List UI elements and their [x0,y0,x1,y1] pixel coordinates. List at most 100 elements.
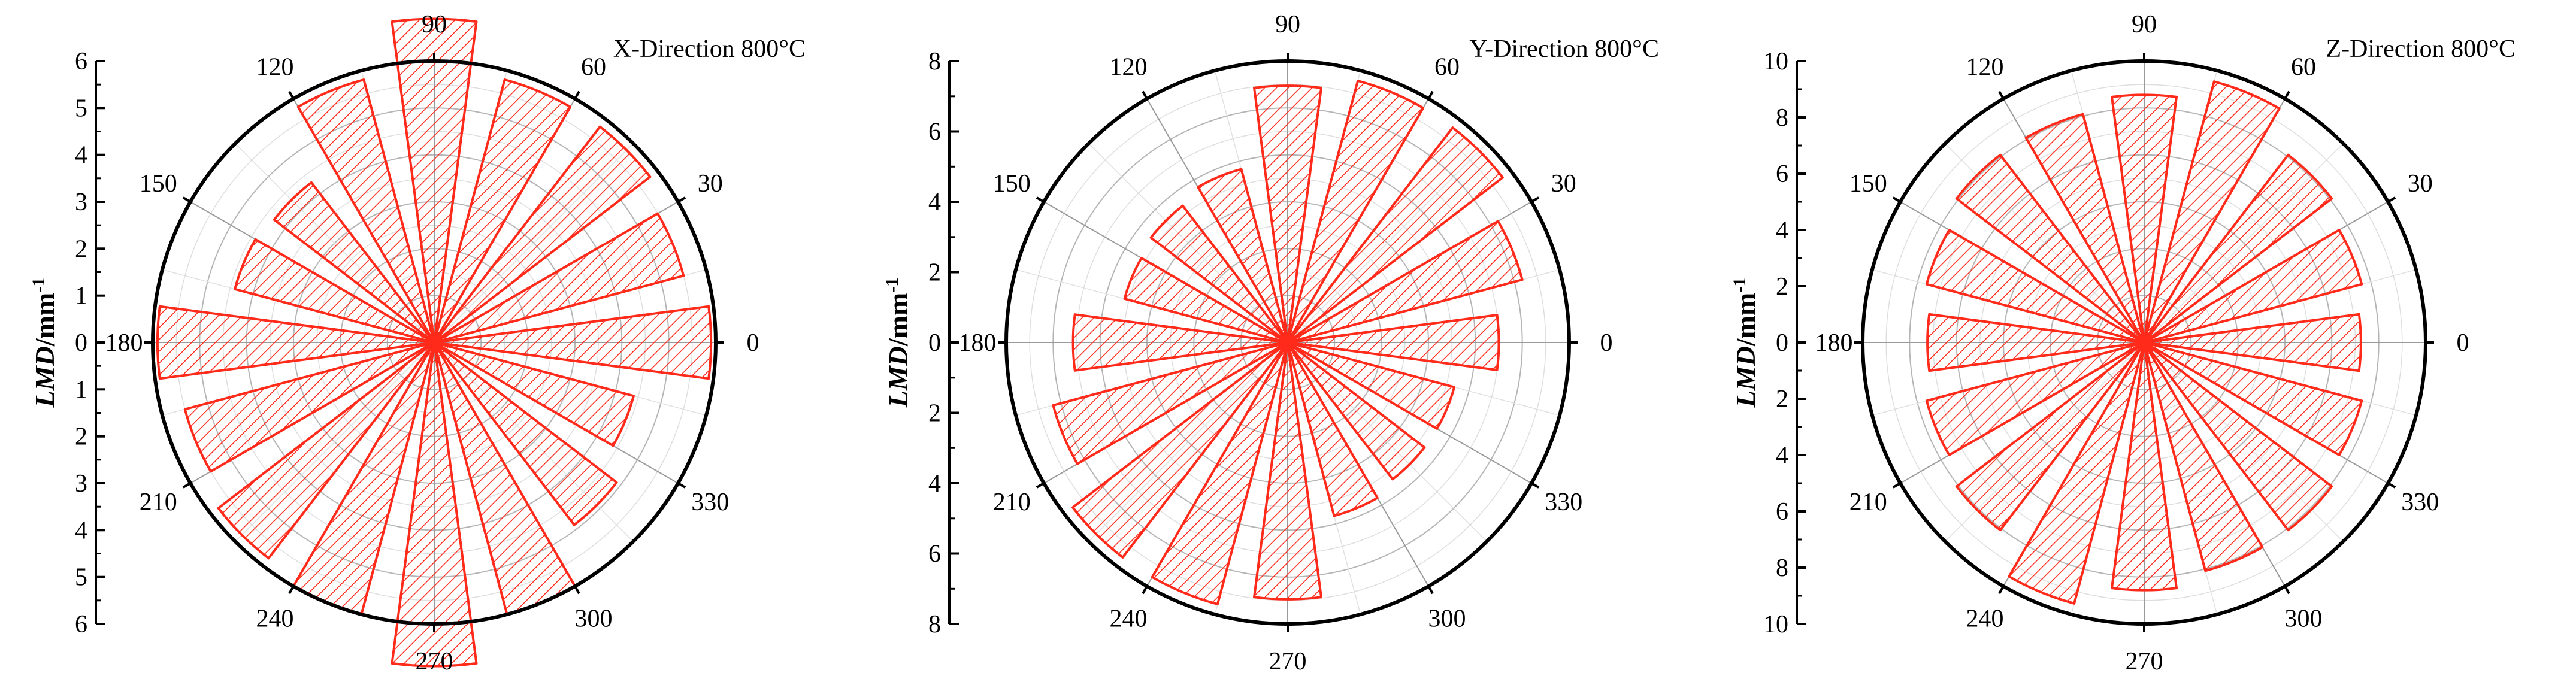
radial-tick-label: 2 [928,259,941,287]
radial-tick-label: 6 [928,541,941,568]
angle-labels: 0 30 60 90 120 150 180 210 240 270 300 330 [1815,11,2469,675]
angle-tick [574,90,580,99]
angle-label-60: 60 [1434,53,1460,81]
angle-label-0: 0 [747,329,759,357]
petal-247.5 [1151,341,1289,605]
radial-tick-label: 0 [1776,329,1788,357]
radial-tick-label: 0 [928,329,941,357]
radial-tick-label: 6 [75,611,87,638]
petal-90 [1253,84,1322,344]
petal-157.5 [1123,257,1289,344]
petal-180 [1926,313,2145,372]
angle-tick [2387,196,2396,203]
angle-label-300: 300 [2285,605,2323,633]
radial-axis: 0 2 4 6 8 2 4 6 8 [928,48,959,638]
petal-225 [1955,341,2145,532]
petal-202.5 [183,341,435,473]
petal-225 [1071,341,1289,559]
radial-tick-label: 4 [75,517,87,544]
angle-label-210: 210 [993,489,1031,516]
petal-22.5 [2143,229,2363,344]
y-axis-label-superscript: -1 [29,278,49,293]
petals [1052,80,1524,605]
petal-67.5 [2143,80,2281,344]
angle-label-270: 270 [2126,648,2163,675]
radial-tick-label: 5 [75,564,87,592]
petal-180 [1071,313,1289,372]
angle-tick [182,482,191,489]
angle-tick [2387,482,2396,489]
angle-tick [1142,586,1148,595]
angle-tick [677,196,686,203]
radial-tick-label: 4 [1776,442,1788,469]
angle-tick [1427,90,1434,99]
radial-tick-label: 8 [1776,104,1788,132]
angle-tick [1036,482,1045,489]
radial-tick-label: 8 [928,48,941,75]
panel-title: Y-Direction 800°C [1469,35,1659,63]
angle-label-180: 180 [1815,329,1853,357]
angle-label-0: 0 [2457,329,2469,357]
petal-292.5 [1287,341,1379,517]
angle-label-300: 300 [1428,605,1466,633]
radial-tick-label: 6 [1776,498,1788,526]
angle-tick [1531,482,1540,489]
angle-label-30: 30 [2408,170,2433,198]
angle-tick [1998,90,2005,99]
radial-tick-label: 2 [1776,273,1788,301]
polar-panel-3: 0 30 60 90 120 150 180 210 240 270 300 330 0 2 4 6 8 10 2 4… [1730,11,2516,675]
petal-45 [1287,126,1504,344]
angle-tick [288,90,295,99]
angle-label-150: 150 [993,170,1031,198]
petal-112.5 [296,78,435,344]
angle-tick [574,586,580,595]
angle-tick [1892,196,1901,203]
radial-tick-label: 3 [75,189,87,216]
angle-label-240: 240 [256,605,294,633]
petal-157.5 [1925,229,2145,344]
y-axis-label-quantity: LMD [1730,346,1761,408]
y-axis-label: LMD/mm-1 [882,278,913,408]
petal-202.5 [1925,341,2145,456]
petal-180 [156,305,435,380]
angle-label-150: 150 [1849,170,1887,198]
panel-title: X-Direction 800°C [613,35,806,63]
angle-label-120: 120 [1110,53,1148,81]
petal-22.5 [1287,220,1524,344]
petal-225 [217,341,435,560]
y-axis-label-unit: /mm [1730,293,1761,347]
petal-112.5 [1197,168,1289,344]
petal-135 [273,181,435,344]
y-axis-label-superscript: -1 [1730,278,1749,293]
angle-tick [1892,482,1901,489]
radial-tick-label: 6 [75,48,87,75]
petal-247.5 [2008,341,2145,605]
radial-tick-label: 6 [928,119,941,146]
angle-tick [1142,90,1148,99]
angle-label-210: 210 [140,489,177,516]
petal-90 [391,17,478,344]
polar-panel-1: 0 30 60 90 120 150 180 210 240 270 300 330 0 1 2 3 4 5 6 1 2… [29,11,806,675]
angle-label-240: 240 [1966,605,2004,633]
polar-panel-2: 0 30 60 90 120 150 180 210 240 270 300 330 0 2 4 6 8 2 4 6 8… [882,11,1659,675]
angle-label-240: 240 [1110,605,1148,633]
petal-337.5 [2143,341,2363,456]
angle-tick [1427,586,1434,595]
angle-label-30: 30 [698,170,723,198]
y-axis-label-unit: /mm [883,293,913,347]
radial-tick-label: 4 [75,142,87,169]
angle-label-90: 90 [422,11,447,38]
angle-label-60: 60 [2291,53,2316,81]
radial-tick-label: 6 [1776,160,1788,188]
petal-0 [1287,314,1500,371]
petal-157.5 [234,238,435,344]
angle-label-0: 0 [1600,329,1613,357]
radial-tick-label: 10 [1763,611,1788,638]
petal-112.5 [2024,113,2145,344]
petals [156,17,713,668]
angle-tick [1998,586,2005,595]
angle-label-30: 30 [1551,170,1576,198]
petal-22.5 [433,212,685,344]
petal-315 [2143,341,2333,532]
angle-label-330: 330 [691,489,729,516]
